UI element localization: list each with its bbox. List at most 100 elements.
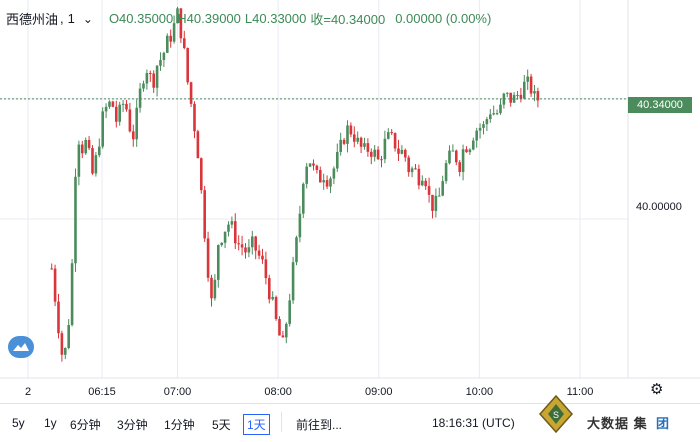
candle-up bbox=[485, 119, 489, 125]
candle-up bbox=[512, 94, 516, 103]
candle-down bbox=[267, 278, 271, 300]
candle-up bbox=[288, 300, 291, 324]
candle-up bbox=[298, 213, 302, 238]
candle-up bbox=[322, 180, 325, 183]
candle-down bbox=[529, 76, 533, 94]
timeframe-5d[interactable]: 5天 bbox=[212, 418, 231, 432]
candle-down bbox=[125, 103, 128, 110]
candle-down bbox=[240, 244, 244, 248]
candle-up bbox=[386, 132, 390, 139]
candle-down bbox=[281, 335, 285, 338]
candle-down bbox=[169, 35, 172, 42]
candle-up bbox=[495, 113, 499, 115]
candle-down bbox=[233, 221, 237, 244]
time-axis-label: 09:00 bbox=[364, 386, 393, 398]
separator-comma: , bbox=[60, 11, 64, 26]
timeframe-1y[interactable]: 1y bbox=[44, 416, 57, 430]
candle-up bbox=[434, 195, 438, 211]
candle-up bbox=[97, 146, 101, 156]
candle-up bbox=[448, 150, 451, 164]
timeframe-1d[interactable]: 1天 bbox=[243, 414, 270, 435]
candle-up bbox=[308, 163, 312, 167]
candle-down bbox=[237, 243, 240, 245]
candle-up bbox=[441, 181, 444, 196]
cloud-logo-icon[interactable] bbox=[8, 336, 34, 358]
candle-down bbox=[186, 48, 189, 83]
timeframe-6min[interactable]: 6分钟 bbox=[70, 418, 101, 432]
candle-up bbox=[363, 143, 366, 147]
price-chart[interactable] bbox=[0, 0, 700, 403]
candle-down bbox=[390, 132, 393, 134]
candle-up bbox=[373, 149, 376, 157]
candle-down bbox=[53, 268, 57, 302]
candle-up bbox=[165, 35, 169, 53]
timeframe-1min[interactable]: 1分钟 bbox=[164, 418, 195, 432]
watermark-text-2: 团 bbox=[656, 416, 670, 431]
candle-up bbox=[155, 65, 159, 88]
candle-up bbox=[63, 348, 67, 355]
candle-down bbox=[536, 91, 540, 101]
candle-down bbox=[431, 194, 434, 211]
watermark-logo: S bbox=[538, 394, 574, 434]
candle-up bbox=[213, 279, 217, 299]
candle-up bbox=[70, 263, 74, 325]
candle-down bbox=[91, 148, 94, 174]
candle-down bbox=[312, 163, 315, 166]
candle-up bbox=[94, 155, 98, 174]
candle-down bbox=[152, 73, 155, 88]
candle-up bbox=[410, 168, 414, 173]
candle-down bbox=[465, 149, 468, 153]
candle-down bbox=[257, 250, 261, 256]
timeframe-5y[interactable]: 5y bbox=[12, 416, 25, 430]
candle-up bbox=[533, 91, 536, 94]
candle-up bbox=[67, 324, 70, 349]
candle-up bbox=[121, 103, 125, 105]
candle-up bbox=[475, 130, 478, 141]
candle-up bbox=[84, 139, 87, 154]
candle-down bbox=[131, 131, 135, 140]
candle-up bbox=[223, 231, 227, 243]
candle-up bbox=[400, 149, 404, 154]
svg-text:S: S bbox=[553, 410, 559, 420]
candle-down bbox=[407, 157, 410, 173]
candle-up bbox=[176, 8, 179, 24]
candle-up bbox=[502, 93, 506, 105]
candle-up bbox=[118, 104, 121, 122]
utc-clock[interactable]: 18:16:31 (UTC) bbox=[432, 416, 515, 430]
candle-down bbox=[210, 277, 213, 299]
candle-down bbox=[274, 297, 278, 320]
candle-down bbox=[114, 106, 118, 122]
candle-up bbox=[451, 150, 455, 152]
candle-down bbox=[318, 169, 322, 183]
goto-date-button[interactable]: 前往到... bbox=[296, 418, 343, 432]
symbol-name[interactable]: 西德州油 bbox=[6, 12, 59, 27]
candle-down bbox=[342, 139, 346, 144]
timeframe-3min[interactable]: 3分钟 bbox=[117, 418, 148, 432]
change-value: 0.00000 (0.00%) bbox=[395, 11, 492, 26]
gear-icon[interactable]: ⚙ bbox=[650, 381, 664, 398]
candle-down bbox=[380, 159, 383, 161]
high-value: H40.39000 bbox=[177, 11, 241, 26]
interval-label[interactable]: 1 bbox=[67, 11, 75, 26]
candle-up bbox=[74, 176, 77, 264]
candle-down bbox=[369, 151, 373, 157]
candle-up bbox=[271, 297, 274, 300]
candle-down bbox=[189, 82, 193, 104]
candle-up bbox=[332, 168, 336, 179]
candle-down bbox=[359, 137, 363, 147]
candle-down bbox=[60, 333, 64, 355]
candle-up bbox=[335, 151, 339, 169]
close-value: 收=40.34000 bbox=[310, 12, 386, 27]
candle-down bbox=[427, 186, 431, 195]
candle-up bbox=[356, 137, 359, 142]
candle-up bbox=[499, 104, 502, 114]
candle-up bbox=[444, 163, 448, 182]
candle-up bbox=[227, 224, 230, 232]
chart-legend: 西德州油 , 1 ⌄ O40.35000 H40.39000 L40.33000… bbox=[6, 9, 495, 28]
candle-up bbox=[488, 114, 492, 120]
low-value: L40.33000 bbox=[244, 11, 307, 26]
candle-up bbox=[383, 138, 387, 160]
chevron-down-icon[interactable]: ⌄ bbox=[82, 11, 93, 26]
candle-up bbox=[295, 237, 298, 263]
candle-up bbox=[142, 83, 145, 89]
